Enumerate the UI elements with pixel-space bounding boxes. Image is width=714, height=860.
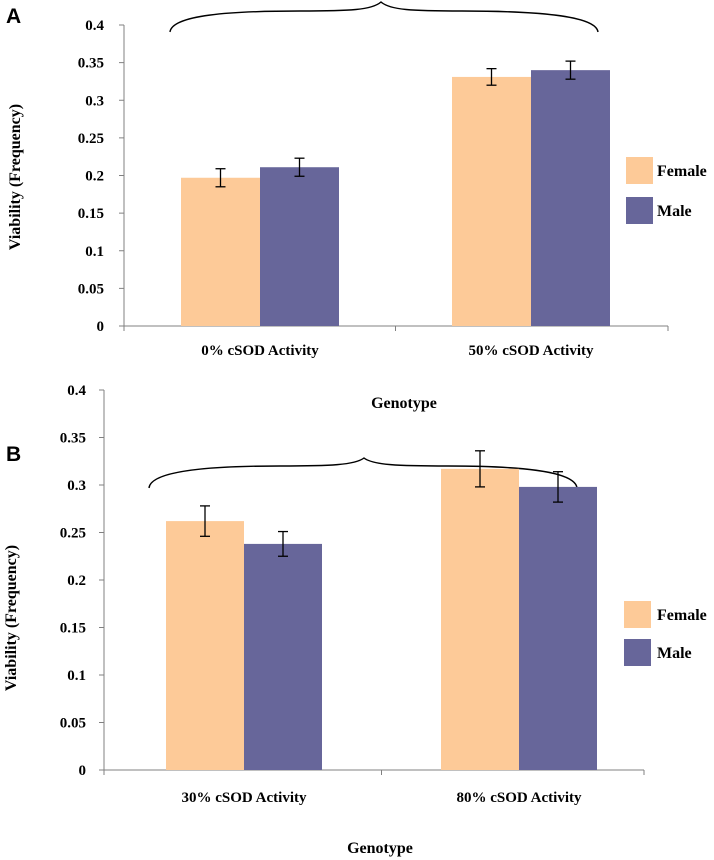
y-tick-label-b: 0.3	[67, 478, 86, 494]
bar-a-male-2	[531, 70, 610, 327]
bar-a-female-1	[181, 177, 260, 326]
legend-swatch-a-female	[626, 157, 653, 184]
bar-a-female-2	[452, 76, 531, 326]
legend-label-a-female: Female	[657, 163, 707, 180]
y-tick-label-a: 0	[97, 319, 105, 335]
y-axis-title-b: Viability (Frequency)	[3, 545, 20, 691]
category-label-b-2: 80% cSOD Activity	[457, 790, 582, 806]
bar-b-female-1	[166, 521, 244, 770]
y-axis-title-a: Viability (Frequency)	[7, 104, 24, 250]
legend-swatch-b-female	[624, 601, 651, 628]
y-tick-label-b: 0.4	[67, 383, 86, 399]
panel-label-a: A	[6, 5, 21, 28]
y-tick-label-a: 0.2	[85, 169, 104, 185]
legend-swatch-b-male	[624, 639, 651, 666]
y-tick-label-a: 0.3	[85, 93, 104, 109]
bar-b-male-1	[244, 543, 322, 770]
bar-a-male-1	[260, 167, 339, 326]
category-label-b-1: 30% cSOD Activity	[182, 790, 307, 806]
category-label-a-2: 50% cSOD Activity	[469, 343, 594, 359]
y-tick-label-b: 0	[79, 763, 87, 779]
y-tick-label-b: 0.25	[60, 526, 86, 542]
y-tick-label-a: 0.4	[85, 18, 104, 34]
legend-label-b-female: Female	[657, 607, 707, 624]
legend-label-a-male: Male	[657, 203, 692, 220]
y-tick-label-b: 0.15	[60, 621, 86, 637]
legend-swatch-a-male	[626, 197, 653, 224]
panel-a: A Viability (Frequency) Genotype 0 0.05 0.…	[6, 1, 707, 412]
y-tick-label-a: 0.35	[78, 56, 104, 72]
y-tick-label-b: 0.1	[67, 668, 86, 684]
bracket-b	[148, 457, 578, 489]
y-tick-label-b: 0.35	[60, 431, 86, 447]
y-tick-label-a: 0.05	[78, 281, 104, 297]
bar-b-male-2	[519, 486, 597, 770]
bar-b-female-2	[441, 468, 519, 770]
category-label-a-1: 0% cSOD Activity	[201, 343, 319, 359]
panel-label-b: B	[6, 443, 21, 466]
y-tick-label-a: 0.15	[78, 206, 104, 222]
panel-b: B Viability (Frequency) Genotype 0 0.05 0.…	[3, 383, 707, 857]
x-axis-title-a: Genotype	[371, 395, 437, 412]
y-tick-label-b: 0.05	[60, 716, 86, 732]
y-tick-label-a: 0.1	[85, 244, 104, 260]
y-tick-label-b: 0.2	[67, 573, 86, 589]
y-tick-label-a: 0.25	[78, 131, 104, 147]
x-axis-title-b: Genotype	[347, 840, 413, 857]
legend-label-b-male: Male	[657, 645, 692, 662]
bracket-a	[169, 1, 599, 33]
